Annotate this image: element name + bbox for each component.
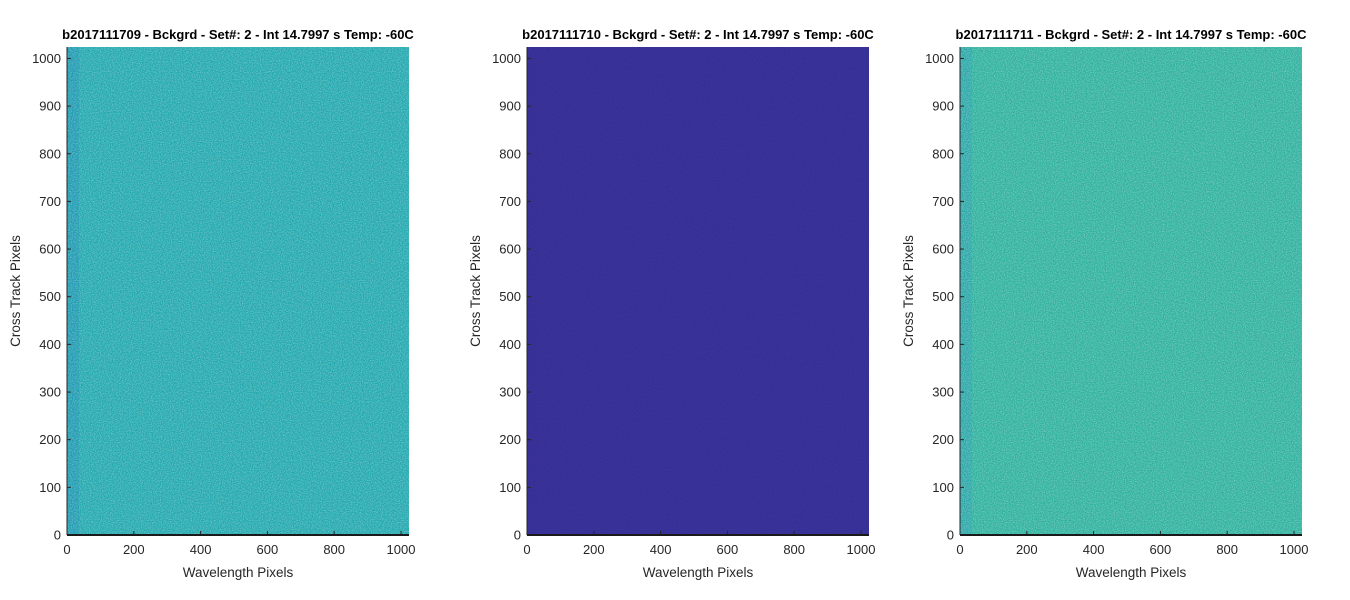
- y-tick-label: 800: [39, 146, 61, 161]
- x-tick-label: 200: [1016, 542, 1038, 557]
- x-axis-label: Wavelength Pixels: [1076, 565, 1187, 580]
- y-tick-label: 300: [39, 385, 61, 400]
- x-tick-label: 1000: [1280, 542, 1309, 557]
- y-tick-label: 600: [39, 242, 61, 257]
- y-tick-label: 200: [499, 432, 521, 447]
- y-tick-label: 900: [499, 99, 521, 114]
- y-tick-label: 900: [932, 99, 954, 114]
- y-tick-label: 900: [39, 99, 61, 114]
- x-tick-label: 600: [717, 542, 739, 557]
- y-tick-label: 100: [39, 480, 61, 495]
- y-tick-label: 500: [39, 289, 61, 304]
- chart-title: b2017111710 - Bckgrd - Set#: 2 - Int 14.…: [522, 27, 874, 42]
- y-tick-label: 300: [932, 385, 954, 400]
- heatmap-noise: [527, 47, 869, 535]
- axes: 0 200 400 600 800 1000 0 100 200 300 400 500 600 700 8…: [492, 47, 875, 557]
- y-tick-label: 300: [499, 385, 521, 400]
- x-tick-label: 800: [323, 542, 345, 557]
- y-tick-label: 400: [499, 337, 521, 352]
- x-tick-label: 200: [123, 542, 145, 557]
- y-tick-label: 800: [499, 146, 521, 161]
- x-tick-label: 400: [1083, 542, 1105, 557]
- x-tick-label: 800: [1216, 542, 1238, 557]
- y-tick-label: 1000: [925, 51, 954, 66]
- y-tick-label: 600: [932, 242, 954, 257]
- x-axis-label: Wavelength Pixels: [643, 565, 754, 580]
- y-tick-label: 700: [932, 194, 954, 209]
- chart-panel-1: b2017111709 - Bckgrd - Set#: 2 - Int 14.…: [8, 27, 415, 580]
- chart-title: b2017111709 - Bckgrd - Set#: 2 - Int 14.…: [62, 27, 414, 42]
- y-tick-label: 1000: [32, 51, 61, 66]
- y-tick-label: 600: [499, 242, 521, 257]
- x-tick-label: 800: [783, 542, 805, 557]
- x-tick-label: 400: [650, 542, 672, 557]
- chart-panel-3: b2017111711 - Bckgrd - Set#: 2 - Int 14.…: [901, 27, 1308, 580]
- x-tick-label: 600: [257, 542, 279, 557]
- y-tick-label: 400: [932, 337, 954, 352]
- y-tick-label: 100: [932, 480, 954, 495]
- axes: 0 200 400 600 800 1000 0 100 200 300 400 500 600 700 8…: [32, 47, 415, 557]
- y-tick-label: 200: [932, 432, 954, 447]
- y-tick-label: 0: [514, 528, 521, 543]
- heatmap-noise: [67, 47, 409, 535]
- x-tick-label: 0: [63, 542, 70, 557]
- heatmap-noise: [960, 47, 1302, 535]
- x-axis-label: Wavelength Pixels: [183, 565, 294, 580]
- y-tick-label: 0: [54, 528, 61, 543]
- y-axis-label: Cross Track Pixels: [901, 235, 916, 347]
- x-tick-label: 0: [956, 542, 963, 557]
- y-tick-label: 400: [39, 337, 61, 352]
- y-tick-label: 500: [932, 289, 954, 304]
- x-tick-label: 1000: [847, 542, 876, 557]
- y-tick-label: 800: [932, 146, 954, 161]
- x-tick-label: 0: [523, 542, 530, 557]
- y-tick-label: 100: [499, 480, 521, 495]
- x-tick-label: 1000: [387, 542, 416, 557]
- y-tick-label: 200: [39, 432, 61, 447]
- x-tick-label: 600: [1150, 542, 1172, 557]
- x-tick-label: 200: [583, 542, 605, 557]
- axes: 0 200 400 600 800 1000 0 100 200 300 400 500 600 700 8…: [925, 47, 1308, 557]
- x-tick-label: 400: [190, 542, 212, 557]
- chart-title: b2017111711 - Bckgrd - Set#: 2 - Int 14.…: [956, 27, 1308, 42]
- y-tick-label: 0: [947, 528, 954, 543]
- y-tick-label: 700: [39, 194, 61, 209]
- y-tick-label: 500: [499, 289, 521, 304]
- y-tick-label: 1000: [492, 51, 521, 66]
- y-axis-label: Cross Track Pixels: [468, 235, 483, 347]
- y-tick-label: 700: [499, 194, 521, 209]
- chart-panel-2: b2017111710 - Bckgrd - Set#: 2 - Int 14.…: [468, 27, 875, 580]
- y-axis-label: Cross Track Pixels: [8, 235, 23, 347]
